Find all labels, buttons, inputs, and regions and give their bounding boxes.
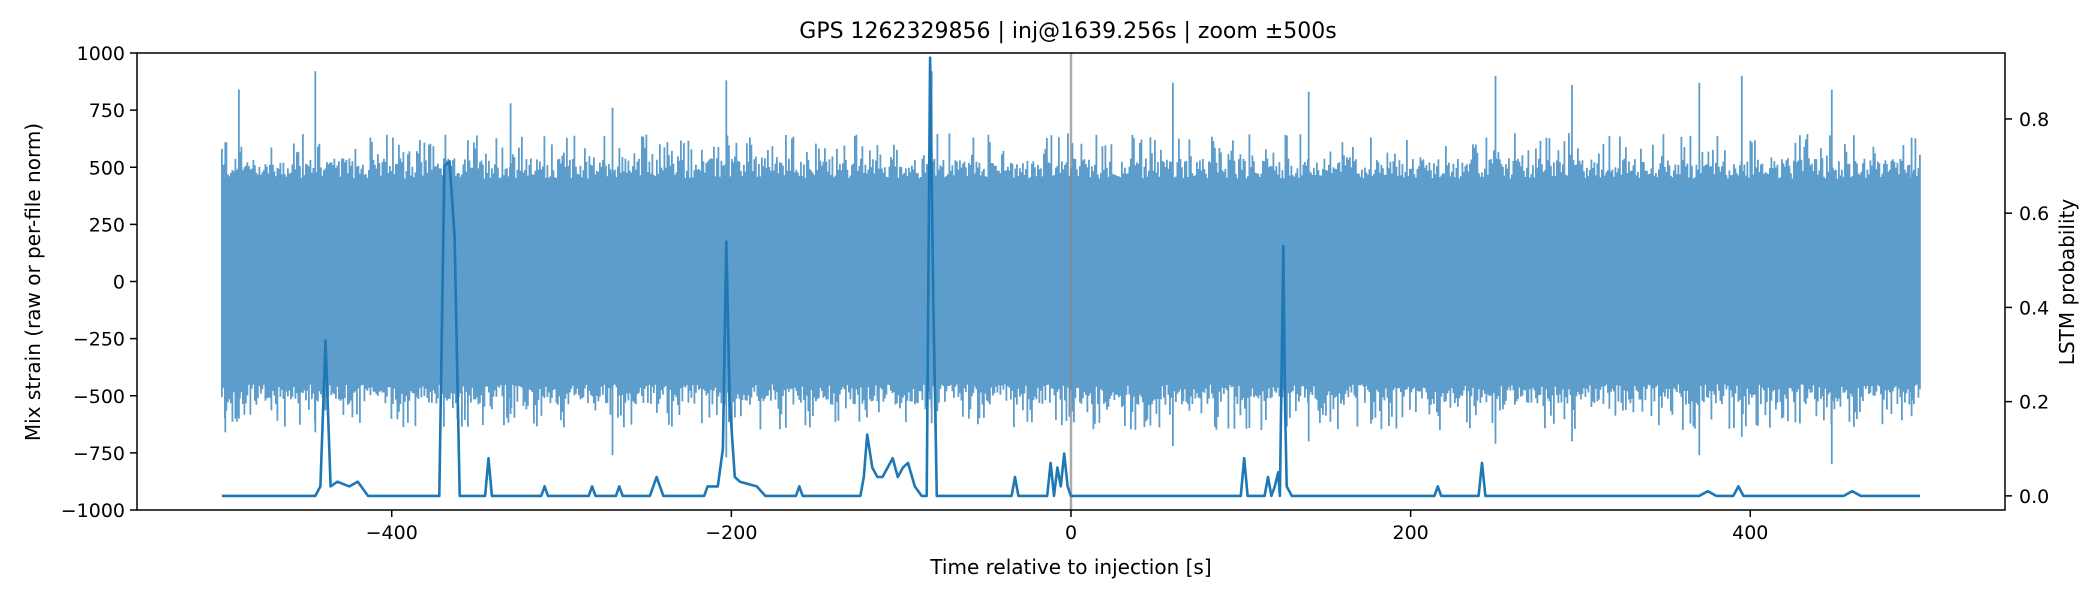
- x-tick-label: 0: [1065, 522, 1077, 544]
- strain-oscillation: [221, 71, 1921, 465]
- y2-tick-label: 0.6: [2019, 203, 2049, 225]
- y-tick-label: −750: [73, 443, 125, 465]
- y2-axis-label: LSTM probability: [2055, 199, 2079, 366]
- lstm-probability-line: [221, 56, 1921, 498]
- y2-tick-label: 0.0: [2019, 486, 2049, 508]
- x-axis-label: Time relative to injection [s]: [929, 555, 1211, 579]
- y-tick-label: −500: [73, 386, 125, 408]
- y-tick-label: 500: [89, 157, 125, 179]
- y2-tick-label: 0.8: [2019, 109, 2049, 131]
- lstm-probability-series: [221, 56, 1921, 498]
- x-tick-label: 400: [1732, 522, 1768, 544]
- y-tick-label: −250: [73, 329, 125, 351]
- y-tick-label: 250: [89, 214, 125, 236]
- y-tick-label: 0: [113, 272, 125, 294]
- y-axis-label: Mix strain (raw or per-file norm): [21, 123, 45, 441]
- y-axis-left: 1000 750 500 250 0 −250 −500 −750 −1000: [61, 43, 137, 522]
- x-tick-label: 200: [1393, 522, 1429, 544]
- y2-tick-label: 0.2: [2019, 392, 2049, 414]
- x-tick-label: −400: [366, 522, 418, 544]
- chart-title: GPS 1262329856 | inj@1639.256s | zoom ±5…: [799, 19, 1336, 44]
- y-tick-label: 750: [89, 100, 125, 122]
- y-axis-right: 0.8 0.6 0.4 0.2 0.0: [2005, 109, 2049, 508]
- x-tick-label: −200: [705, 522, 757, 544]
- y-tick-label: 1000: [77, 43, 125, 65]
- x-axis: −400 −200 0 200 400: [366, 510, 1768, 544]
- y2-tick-label: 0.4: [2019, 297, 2049, 319]
- y-tick-label: −1000: [61, 500, 125, 522]
